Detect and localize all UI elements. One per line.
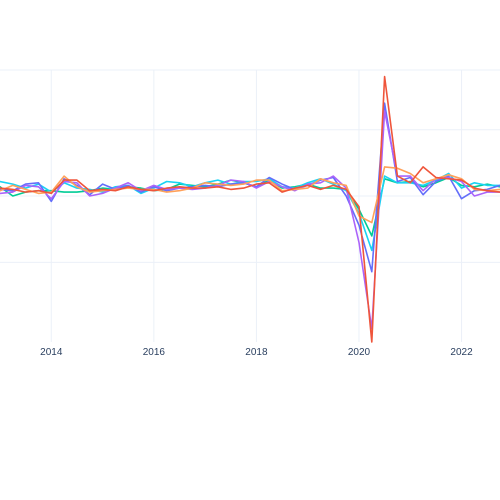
x-tick-label-2016: 2016 xyxy=(143,347,166,358)
series-line-3 xyxy=(0,110,500,330)
series-lines xyxy=(0,75,500,343)
grid xyxy=(0,69,500,342)
x-tick-label-2022: 2022 xyxy=(450,347,473,358)
series-line-5 xyxy=(0,75,500,343)
x-tick-label-2018: 2018 xyxy=(245,347,268,358)
x-tick-label-2014: 2014 xyxy=(40,347,63,358)
series-line-4 xyxy=(0,166,500,224)
x-axis-ticks: 2014 2016 2018 2020 2022 xyxy=(40,347,473,358)
x-tick-label-2020: 2020 xyxy=(348,347,371,358)
